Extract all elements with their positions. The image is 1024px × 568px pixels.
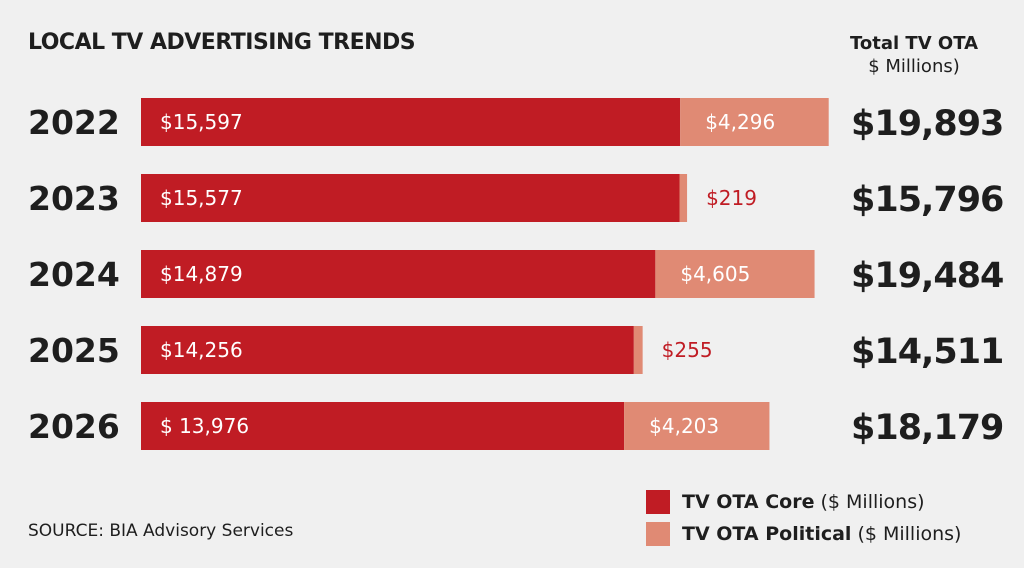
legend: TV OTA Core ($ Millions) TV OTA Politica… [646,486,961,550]
total-label: $19,893 [851,104,1003,144]
legend-label-core: TV OTA Core [682,491,815,513]
total-label: $14,511 [851,332,1003,372]
total-label: $18,179 [851,408,1003,448]
data-label-core: $14,256 [160,338,243,362]
bar-core [141,98,681,146]
bar-core [141,174,680,222]
bar-core [141,326,634,374]
data-label-political: $219 [706,186,757,210]
data-label-political: $4,203 [649,414,719,438]
bar-core [141,250,656,298]
year-label: 2024 [28,255,120,294]
data-label-political: $4,296 [705,110,775,134]
total-column-header: Total TV OTA $ Millions) [850,32,978,78]
bar-political [679,174,688,222]
data-label-core: $ 13,976 [160,414,249,438]
data-label-core: $14,879 [160,262,243,286]
legend-unit-political: ($ Millions) [857,523,962,545]
total-label: $19,484 [851,256,1003,296]
legend-unit-core: ($ Millions) [820,491,925,513]
year-label: 2022 [28,103,120,142]
year-label: 2025 [28,331,120,370]
legend-label-political: TV OTA Political [682,523,852,545]
chart-title: LOCAL TV ADVERTISING TRENDS [28,30,416,55]
legend-item-core: TV OTA Core ($ Millions) [646,486,961,518]
data-label-core: $15,577 [160,186,243,210]
total-header-line2: $ Millions) [868,56,960,77]
bar-political [624,402,770,450]
data-label-political: $4,605 [680,262,750,286]
bar-political [655,250,815,298]
year-label: 2023 [28,179,120,218]
data-label-political: $255 [662,338,713,362]
total-header-line1: Total TV OTA [849,33,978,54]
bar-political [680,98,829,146]
bar-political [633,326,643,374]
total-label: $15,796 [851,180,1003,220]
bar-core [141,402,625,450]
legend-swatch-core [646,490,670,514]
source-note: SOURCE: BIA Advisory Services [28,521,294,541]
year-label: 2026 [28,407,120,446]
legend-swatch-political [646,522,670,546]
data-label-core: $15,597 [160,110,243,134]
legend-item-political: TV OTA Political ($ Millions) [646,518,961,550]
